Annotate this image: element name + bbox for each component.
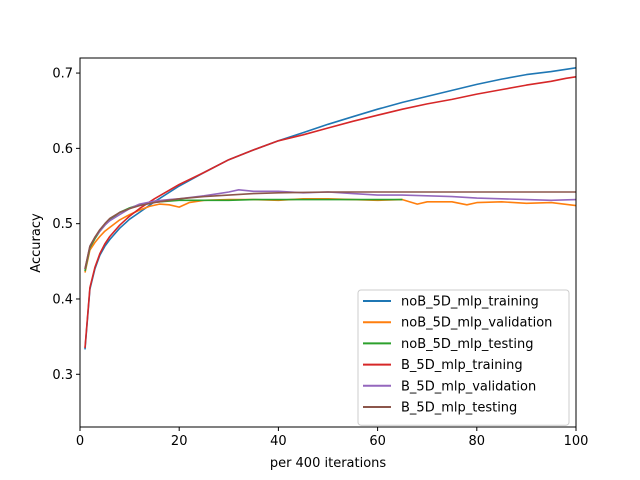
series-line-noB_5D_mlp_testing	[84, 198, 403, 272]
legend-entry-label: noB_5D_mlp_validation	[401, 316, 552, 331]
series-line-noB_5D_mlp_validation	[84, 198, 576, 273]
y-tick-label: 0.5	[52, 217, 73, 232]
legend: noB_5D_mlp_training noB_5D_mlp_validation…	[357, 289, 570, 426]
y-tick-label: 0.3	[52, 368, 73, 383]
series-line-B_5D_mlp_training	[84, 76, 576, 348]
x-tick-label: 40	[270, 434, 287, 449]
x-axis-label: per 400 iterations	[270, 456, 387, 471]
legend-entry-label: noB_5D_mlp_testing	[401, 337, 534, 352]
x-tick-label: 80	[469, 434, 486, 449]
axes-layer: 0 20 40 60 80 100 0.3 0.4 0.5 0.6 0.7	[52, 57, 589, 449]
legend-entry-label: noB_5D_mlp_training	[401, 295, 539, 310]
legend-entry-label: B_5D_mlp_validation	[401, 379, 536, 394]
x-tick-label: 0	[76, 434, 84, 449]
y-axis-label: Accuracy	[29, 213, 44, 273]
x-tick-label: 60	[369, 434, 386, 449]
x-tick-label: 100	[564, 434, 589, 449]
legend-box	[357, 289, 570, 426]
series-line-B_5D_mlp_validation	[84, 189, 576, 270]
plot-frame	[79, 57, 577, 428]
series-layer	[84, 67, 576, 350]
legend-entry-label: B_5D_mlp_testing	[401, 401, 517, 416]
y-tick-label: 0.7	[52, 67, 73, 82]
x-tick-label: 20	[171, 434, 188, 449]
legend-entry-label: B_5D_mlp_training	[401, 358, 523, 373]
y-tick-label: 0.4	[52, 292, 73, 307]
series-line-B_5D_mlp_testing	[84, 191, 576, 270]
y-tick-label: 0.6	[52, 142, 73, 157]
